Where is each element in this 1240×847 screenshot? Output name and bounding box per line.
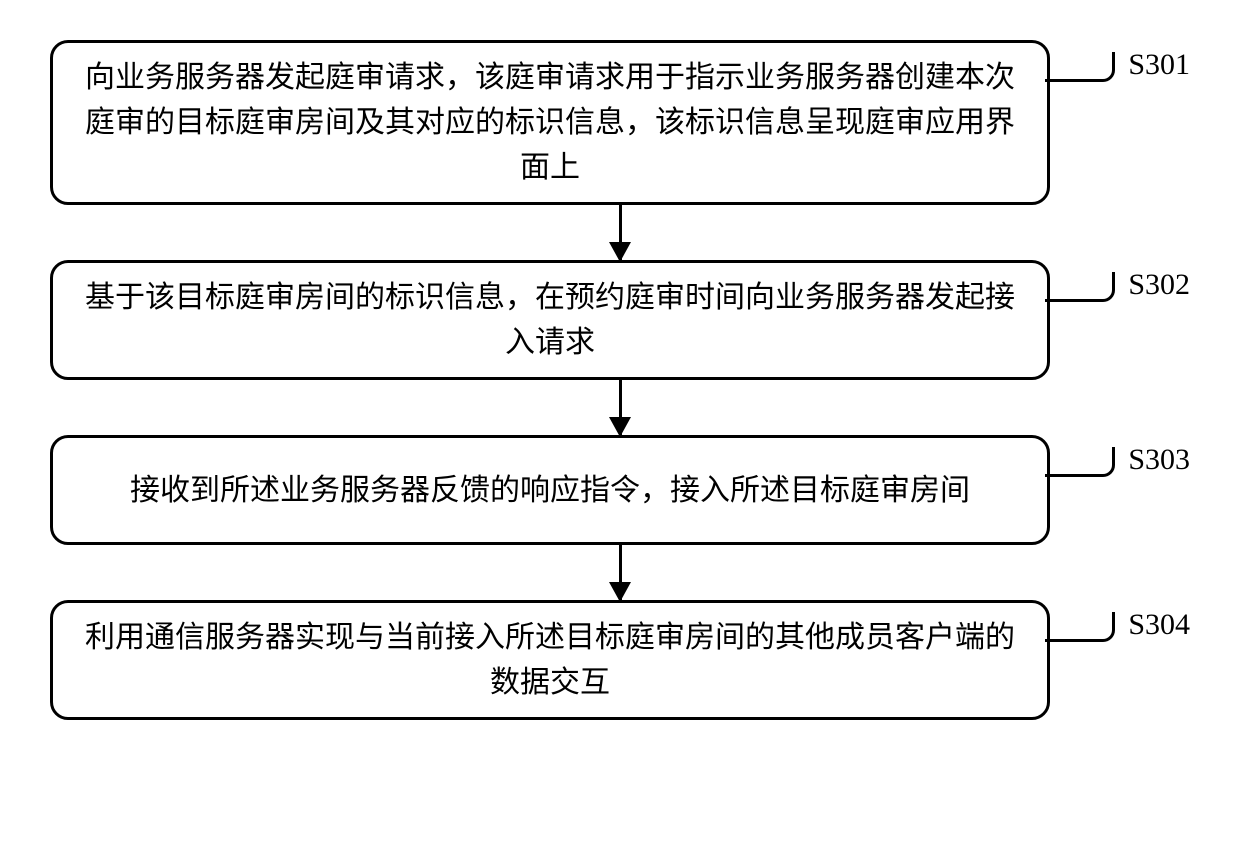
flowchart-container: 向业务服务器发起庭审请求，该庭审请求用于指示业务服务器创建本次庭审的目标庭审房间… bbox=[50, 40, 1190, 720]
step-row-s301: 向业务服务器发起庭审请求，该庭审请求用于指示业务服务器创建本次庭审的目标庭审房间… bbox=[50, 40, 1190, 205]
step-label-s302: S302 bbox=[1128, 268, 1190, 302]
step-text-s303: 接收到所述业务服务器反馈的响应指令，接入所述目标庭审房间 bbox=[130, 468, 970, 513]
step-text-s301: 向业务服务器发起庭审请求，该庭审请求用于指示业务服务器创建本次庭审的目标庭审房间… bbox=[77, 55, 1023, 190]
arrow-s302-s303 bbox=[619, 380, 622, 435]
label-connector-s302 bbox=[1045, 272, 1115, 302]
step-box-s302: 基于该目标庭审房间的标识信息，在预约庭审时间向业务服务器发起接入请求 bbox=[50, 260, 1050, 380]
step-label-s301: S301 bbox=[1128, 48, 1190, 82]
label-connector-s304 bbox=[1045, 612, 1115, 642]
step-label-s304: S304 bbox=[1128, 608, 1190, 642]
step-text-s304: 利用通信服务器实现与当前接入所述目标庭审房间的其他成员客户端的数据交互 bbox=[77, 615, 1023, 705]
label-connector-s301 bbox=[1045, 52, 1115, 82]
step-row-s304: 利用通信服务器实现与当前接入所述目标庭审房间的其他成员客户端的数据交互 S304 bbox=[50, 600, 1190, 720]
arrow-wrapper-2 bbox=[120, 380, 1120, 435]
step-box-s303: 接收到所述业务服务器反馈的响应指令，接入所述目标庭审房间 bbox=[50, 435, 1050, 545]
step-row-s302: 基于该目标庭审房间的标识信息，在预约庭审时间向业务服务器发起接入请求 S302 bbox=[50, 260, 1190, 380]
step-box-s304: 利用通信服务器实现与当前接入所述目标庭审房间的其他成员客户端的数据交互 bbox=[50, 600, 1050, 720]
arrow-s303-s304 bbox=[619, 545, 622, 600]
step-row-s303: 接收到所述业务服务器反馈的响应指令，接入所述目标庭审房间 S303 bbox=[50, 435, 1190, 545]
label-connector-s303 bbox=[1045, 447, 1115, 477]
arrow-wrapper-1 bbox=[120, 205, 1120, 260]
step-label-s303: S303 bbox=[1128, 443, 1190, 477]
step-box-s301: 向业务服务器发起庭审请求，该庭审请求用于指示业务服务器创建本次庭审的目标庭审房间… bbox=[50, 40, 1050, 205]
arrow-s301-s302 bbox=[619, 205, 622, 260]
arrow-wrapper-3 bbox=[120, 545, 1120, 600]
step-text-s302: 基于该目标庭审房间的标识信息，在预约庭审时间向业务服务器发起接入请求 bbox=[77, 275, 1023, 365]
